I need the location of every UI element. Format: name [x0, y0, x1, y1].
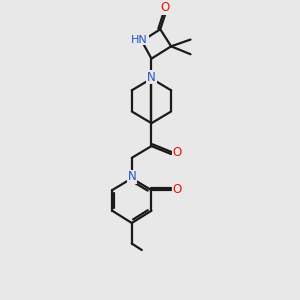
- Text: O: O: [160, 1, 170, 14]
- Text: O: O: [172, 183, 182, 196]
- Text: O: O: [172, 146, 182, 159]
- Text: N: N: [147, 70, 156, 84]
- Text: N: N: [128, 170, 136, 183]
- Text: HN: HN: [131, 34, 148, 45]
